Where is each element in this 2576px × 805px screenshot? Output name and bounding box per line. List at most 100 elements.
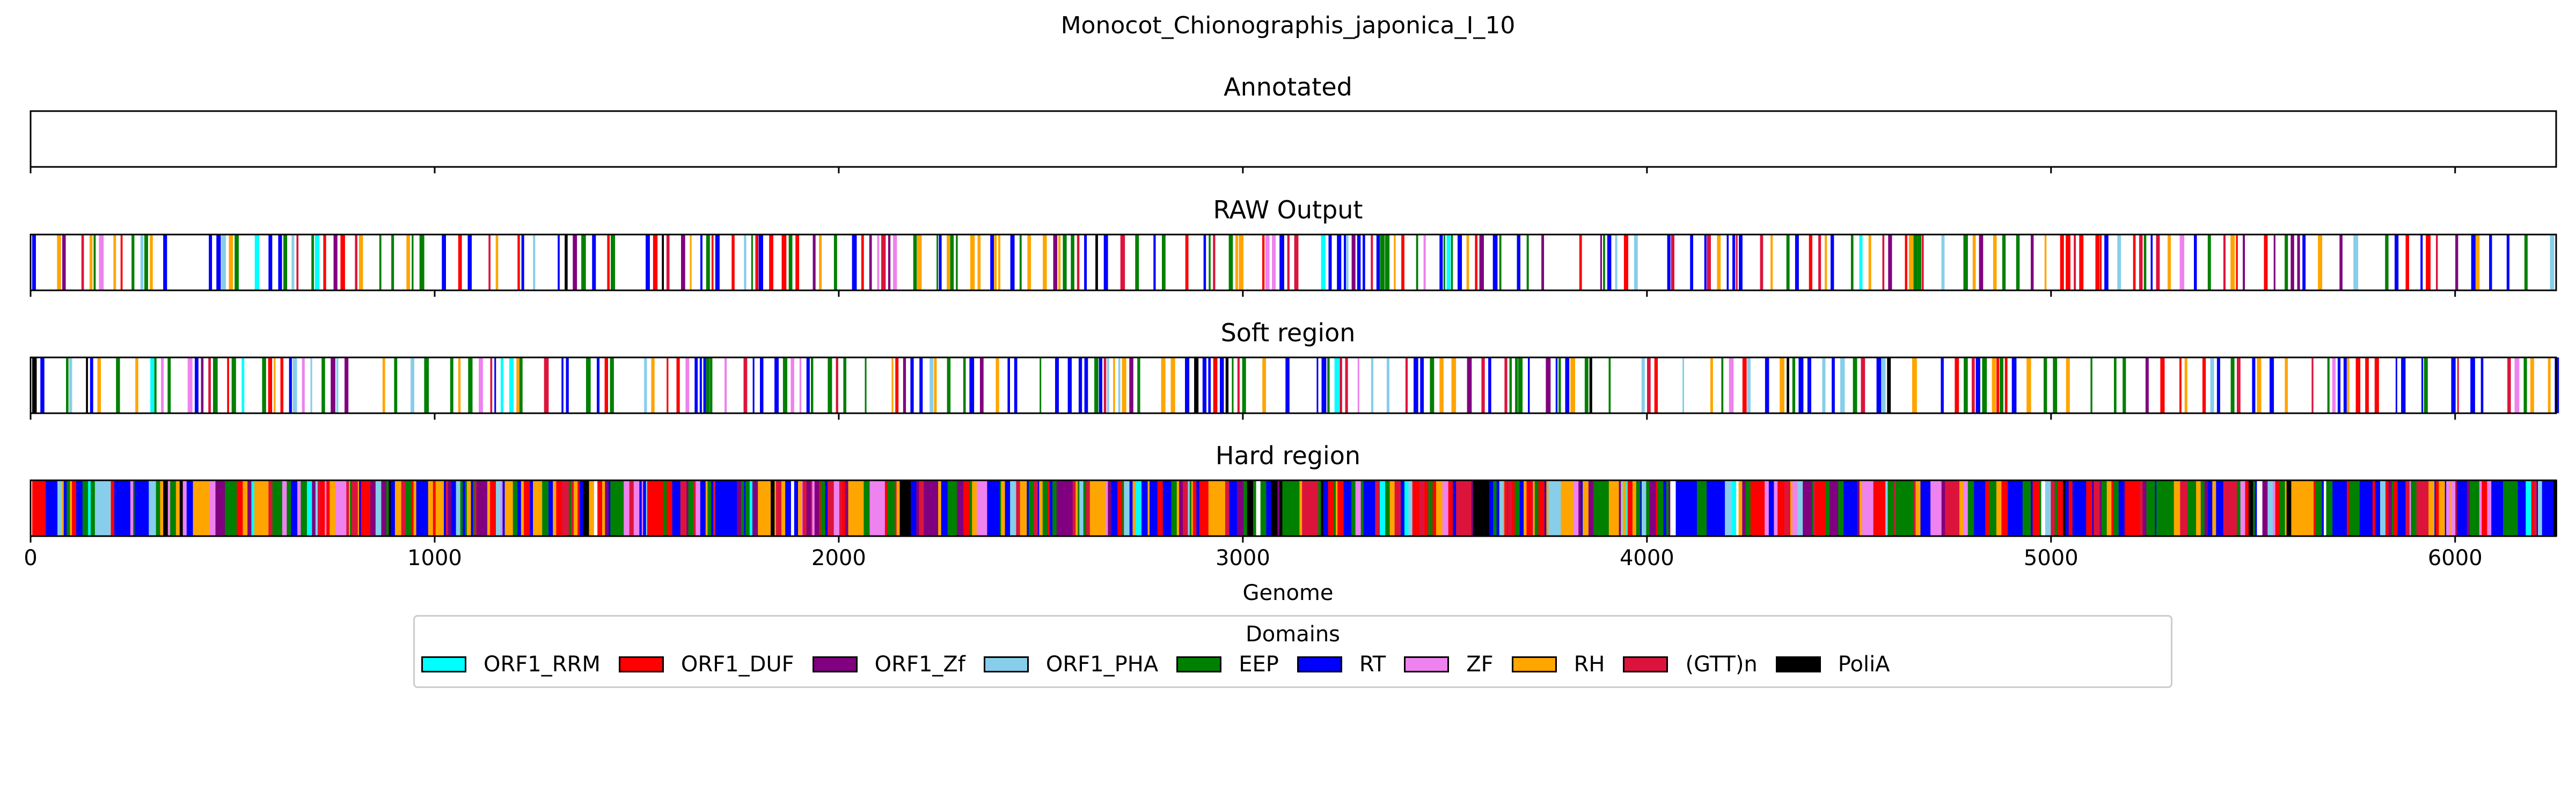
domain-segment	[1982, 357, 1987, 413]
domain-segment	[970, 235, 975, 290]
domain-segment	[188, 480, 194, 536]
domain-segment	[2140, 480, 2143, 536]
domain-segment	[2216, 480, 2218, 536]
domain-segment	[465, 480, 467, 536]
domain-segment	[163, 235, 167, 290]
legend-item: ORF1_Zf	[812, 652, 965, 677]
domain-segment	[1920, 480, 1931, 536]
domain-segment	[1043, 235, 1047, 290]
domain-segment	[2008, 480, 2020, 536]
domain-segment	[2435, 480, 2439, 536]
domain-segment	[696, 480, 701, 536]
domain-segment	[1524, 480, 1527, 536]
domain-segment	[2359, 480, 2373, 536]
domain-segment	[1641, 357, 1645, 413]
domain-segment	[2314, 480, 2316, 536]
domain-segment	[774, 480, 777, 536]
domain-segment	[382, 357, 385, 413]
domain-segment	[2126, 480, 2140, 536]
domain-segment	[508, 480, 514, 536]
domain-segment	[1262, 235, 1265, 290]
domain-segment	[406, 235, 410, 290]
domain-segment	[1363, 235, 1365, 290]
domain-segment	[99, 235, 104, 290]
domain-segment	[1049, 480, 1053, 536]
domain-segment	[127, 480, 131, 536]
domain-segment	[1071, 235, 1074, 290]
domain-segment	[167, 480, 171, 536]
domain-segment	[301, 480, 308, 536]
domain-segment	[2297, 480, 2314, 536]
domain-segment	[2286, 480, 2292, 536]
x-tick-label: 5000	[2024, 546, 2079, 570]
domain-segment	[553, 480, 557, 536]
domain-segment	[1202, 357, 1206, 413]
domain-segment	[2146, 480, 2153, 536]
domain-segment	[2066, 235, 2070, 290]
domain-segment	[1078, 357, 1082, 413]
domain-segment	[289, 357, 292, 413]
domain-segment	[1725, 480, 1732, 536]
domain-segment	[610, 480, 623, 536]
domain-segment	[358, 235, 363, 290]
domain-segment	[2487, 480, 2492, 536]
domain-segment	[651, 357, 655, 413]
domain-segment	[2053, 357, 2058, 413]
domain-segment	[981, 480, 987, 536]
domain-segment	[251, 480, 255, 536]
domain-segment	[2180, 480, 2188, 536]
domain-segment	[2143, 235, 2147, 290]
domain-segment	[179, 480, 184, 536]
domain-segment	[2355, 357, 2361, 413]
domain-segment	[2385, 480, 2389, 536]
domain-segment	[2439, 480, 2446, 536]
domain-segment	[474, 480, 477, 536]
domain-segment	[46, 480, 51, 536]
domain-segment	[2113, 480, 2119, 536]
domain-segment	[1027, 480, 1029, 536]
domain-segment	[1153, 235, 1156, 290]
domain-segment	[2343, 357, 2347, 413]
domain-segment	[1408, 480, 1413, 536]
domain-segment	[1095, 235, 1098, 290]
legend-item: PoliA	[1775, 652, 1890, 677]
domain-segment	[524, 480, 531, 536]
domain-segment	[1496, 480, 1500, 536]
domain-segment	[412, 235, 414, 290]
domain-segment	[842, 480, 846, 536]
domain-segment	[460, 480, 463, 536]
domain-segment	[2216, 357, 2220, 413]
domain-segment	[611, 235, 616, 290]
domain-segment	[413, 480, 417, 536]
domain-segment	[940, 480, 942, 536]
domain-segment	[323, 235, 326, 290]
domain-segment	[1607, 235, 1612, 290]
domain-segment	[643, 480, 647, 536]
domain-segments	[32, 480, 2557, 536]
domain-segment	[1784, 480, 1791, 536]
panel-frame	[30, 233, 2557, 291]
domain-segment	[577, 480, 580, 536]
domain-segment	[1546, 357, 1551, 413]
legend-item: ORF1_DUF	[618, 652, 794, 677]
domain-segment	[336, 357, 339, 413]
domain-segment	[63, 480, 67, 536]
domain-segment	[2192, 480, 2197, 536]
domain-segment	[2548, 357, 2551, 413]
domain-segment	[149, 480, 157, 536]
domain-segment	[346, 480, 348, 536]
domain-segment	[1963, 480, 1968, 536]
domain-segment	[1908, 235, 1913, 290]
domain-segment	[160, 480, 162, 536]
domain-segment	[1053, 235, 1058, 290]
domain-segment	[458, 357, 461, 413]
domain-segment	[335, 480, 341, 536]
domain-segment	[1185, 235, 1189, 290]
domain-segment	[957, 480, 964, 536]
domain-segment	[569, 480, 572, 536]
domain-segment	[2174, 480, 2180, 536]
domain-segment	[1690, 235, 1693, 290]
domain-segment	[364, 480, 371, 536]
domain-segment	[1039, 480, 1043, 536]
domain-segment	[2223, 480, 2237, 536]
